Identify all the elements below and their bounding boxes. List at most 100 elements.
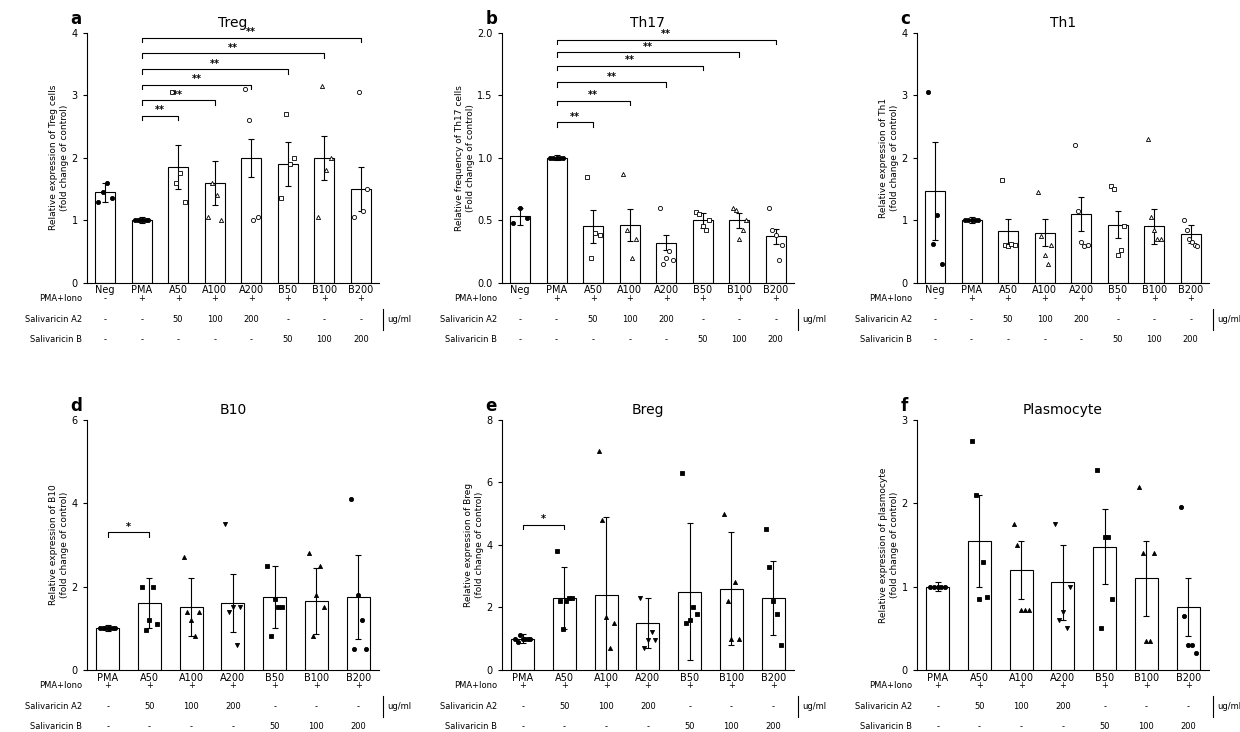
- Text: +: +: [1151, 294, 1158, 303]
- Y-axis label: Relative expression of Th1
(fold change of control): Relative expression of Th1 (fold change …: [879, 98, 899, 218]
- Text: **: **: [247, 27, 257, 37]
- Bar: [222, 603, 244, 670]
- Text: **: **: [661, 29, 671, 40]
- Text: -: -: [1061, 722, 1064, 731]
- Text: +: +: [590, 294, 596, 303]
- Y-axis label: Relative expression of Treg cells
(fold change of control): Relative expression of Treg cells (fold …: [50, 85, 68, 231]
- Text: +: +: [1042, 294, 1048, 303]
- Text: PMA+Iono: PMA+Iono: [454, 294, 497, 303]
- Text: +: +: [603, 681, 610, 690]
- Text: -: -: [1145, 702, 1148, 711]
- Text: -: -: [213, 335, 216, 344]
- Text: +: +: [357, 294, 365, 303]
- Text: 50: 50: [1003, 315, 1013, 324]
- Text: +: +: [976, 681, 983, 690]
- Text: Salivaricin B: Salivaricin B: [859, 335, 911, 344]
- Text: 200: 200: [350, 722, 366, 731]
- Text: -: -: [273, 702, 277, 711]
- Bar: [766, 236, 786, 283]
- Y-axis label: Relative expression of Breg
(fold change of control): Relative expression of Breg (fold change…: [464, 483, 484, 607]
- Text: **: **: [210, 59, 219, 69]
- Bar: [511, 638, 534, 670]
- Bar: [169, 167, 188, 283]
- Text: -: -: [774, 315, 777, 324]
- Text: -: -: [936, 722, 939, 731]
- Text: 50: 50: [588, 315, 599, 324]
- Text: Salivaricin A2: Salivaricin A2: [440, 315, 497, 324]
- Text: +: +: [1078, 294, 1085, 303]
- Text: +: +: [272, 681, 278, 690]
- Text: -: -: [665, 335, 667, 344]
- Text: +: +: [1184, 681, 1192, 690]
- Text: 50: 50: [172, 315, 184, 324]
- Text: -: -: [518, 294, 522, 303]
- Text: PMA+Iono: PMA+Iono: [38, 294, 82, 303]
- Text: PMA+Iono: PMA+Iono: [869, 681, 911, 690]
- Text: ug/ml: ug/ml: [1218, 315, 1240, 324]
- Text: -: -: [357, 702, 360, 711]
- Text: 100: 100: [723, 722, 739, 731]
- Text: 100: 100: [316, 335, 332, 344]
- Text: f: f: [900, 397, 908, 415]
- Text: a: a: [71, 10, 82, 28]
- Text: **: **: [191, 74, 201, 84]
- Text: +: +: [211, 294, 218, 303]
- Text: +: +: [229, 681, 237, 690]
- Text: +: +: [520, 681, 526, 690]
- Text: +: +: [1018, 681, 1024, 690]
- Text: Salivaricin A2: Salivaricin A2: [25, 315, 82, 324]
- Text: -: -: [771, 702, 775, 711]
- Text: PMA+Iono: PMA+Iono: [869, 294, 911, 303]
- Text: -: -: [190, 722, 192, 731]
- Text: 200: 200: [243, 315, 259, 324]
- Bar: [1180, 234, 1200, 283]
- Text: ug/ml: ug/ml: [388, 702, 412, 711]
- Text: -: -: [1153, 315, 1156, 324]
- Text: -: -: [730, 702, 733, 711]
- Text: 50: 50: [697, 335, 708, 344]
- Text: -: -: [701, 315, 704, 324]
- Text: -: -: [688, 702, 691, 711]
- Text: 200: 200: [765, 722, 781, 731]
- Bar: [241, 158, 262, 283]
- Bar: [1107, 225, 1127, 283]
- Bar: [95, 193, 115, 283]
- Text: 100: 100: [1138, 722, 1154, 731]
- Text: +: +: [146, 681, 153, 690]
- Text: *: *: [541, 515, 546, 524]
- Text: -: -: [1043, 335, 1047, 344]
- Text: +: +: [321, 294, 327, 303]
- Text: 100: 100: [621, 315, 637, 324]
- Text: ug/ml: ug/ml: [388, 315, 412, 324]
- Text: **: **: [155, 105, 165, 116]
- Text: c: c: [900, 10, 910, 28]
- Text: -: -: [563, 722, 565, 731]
- Bar: [1009, 570, 1033, 670]
- Text: +: +: [312, 681, 320, 690]
- Text: ug/ml: ug/ml: [802, 315, 827, 324]
- Bar: [595, 595, 618, 670]
- Text: -: -: [176, 335, 180, 344]
- Text: **: **: [625, 56, 635, 65]
- Text: 200: 200: [353, 335, 368, 344]
- Text: -: -: [107, 722, 109, 731]
- Text: -: -: [1116, 315, 1120, 324]
- Text: 50: 50: [283, 335, 293, 344]
- Text: +: +: [1187, 294, 1194, 303]
- Y-axis label: Relative expression of B10
(fold change of control): Relative expression of B10 (fold change …: [50, 485, 68, 605]
- Text: 100: 100: [1146, 335, 1162, 344]
- Bar: [1071, 214, 1091, 283]
- Text: +: +: [187, 681, 195, 690]
- Text: 200: 200: [1183, 335, 1199, 344]
- Bar: [138, 603, 161, 670]
- Text: -: -: [556, 335, 558, 344]
- Text: 200: 200: [1180, 722, 1197, 731]
- Text: -: -: [107, 702, 109, 711]
- Text: -: -: [646, 722, 650, 731]
- Text: -: -: [104, 335, 107, 344]
- Text: 50: 50: [559, 702, 569, 711]
- Bar: [97, 628, 119, 670]
- Text: -: -: [934, 335, 936, 344]
- Text: -: -: [518, 335, 522, 344]
- Text: +: +: [934, 681, 941, 690]
